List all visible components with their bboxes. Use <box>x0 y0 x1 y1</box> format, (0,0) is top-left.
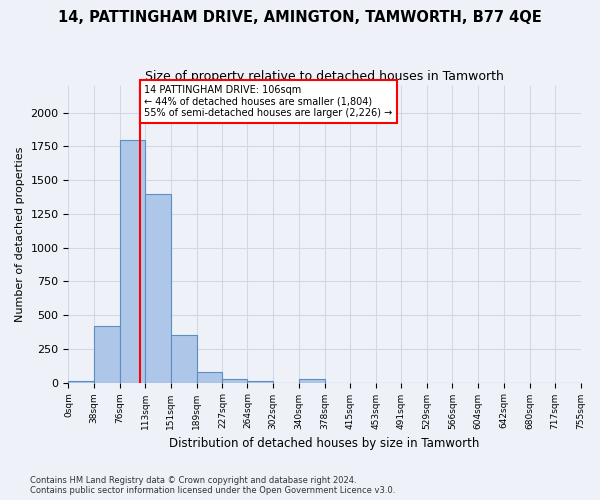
Bar <box>120 140 145 382</box>
Text: 14 PATTINGHAM DRIVE: 106sqm
← 44% of detached houses are smaller (1,804)
55% of : 14 PATTINGHAM DRIVE: 106sqm ← 44% of det… <box>145 85 392 118</box>
Bar <box>247 380 273 382</box>
Bar <box>145 194 171 382</box>
Bar <box>68 381 94 382</box>
Title: Size of property relative to detached houses in Tamworth: Size of property relative to detached ho… <box>145 70 504 83</box>
Text: Contains HM Land Registry data © Crown copyright and database right 2024.
Contai: Contains HM Land Registry data © Crown c… <box>30 476 395 495</box>
X-axis label: Distribution of detached houses by size in Tamworth: Distribution of detached houses by size … <box>169 437 479 450</box>
Y-axis label: Number of detached properties: Number of detached properties <box>15 146 25 322</box>
Bar <box>299 379 325 382</box>
Bar <box>171 336 197 382</box>
Bar <box>197 372 223 382</box>
Bar <box>94 326 120 382</box>
Bar <box>223 378 247 382</box>
Text: 14, PATTINGHAM DRIVE, AMINGTON, TAMWORTH, B77 4QE: 14, PATTINGHAM DRIVE, AMINGTON, TAMWORTH… <box>58 10 542 25</box>
